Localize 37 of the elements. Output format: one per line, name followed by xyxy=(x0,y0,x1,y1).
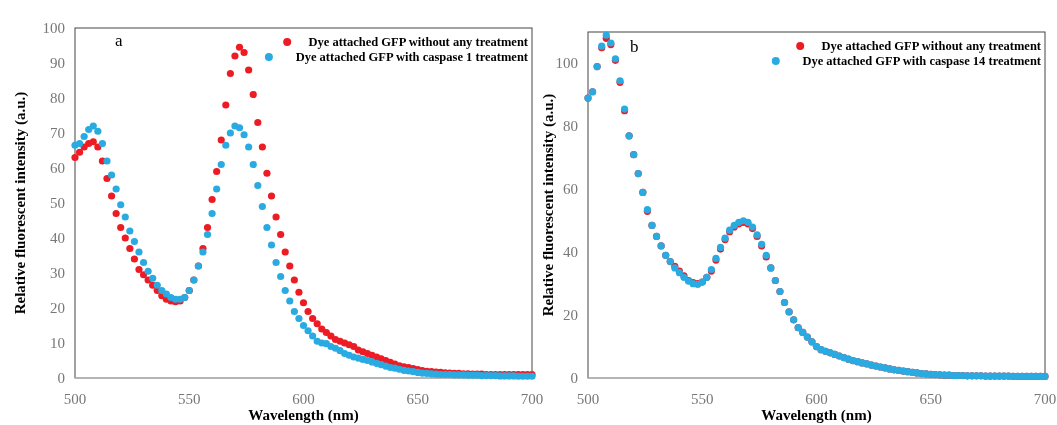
legend-label: Dye attached GFP without any treatment xyxy=(308,35,529,49)
x-axis-title: Wavelength (nm) xyxy=(761,407,872,424)
legend-label: Dye attached GFP with caspase 1 treatment xyxy=(295,50,529,64)
x-tick-label: 500 xyxy=(576,391,600,407)
y-tick-label: 90 xyxy=(50,55,65,71)
annotation: b xyxy=(630,37,639,56)
y-tick-label: 100 xyxy=(42,20,65,36)
y-tick-label: 60 xyxy=(50,160,65,176)
y-axis-title: Relative fluorescent intensity (a.u.) xyxy=(12,91,29,315)
legend-label: Dye attached GFP with caspase 14 treatment xyxy=(802,54,1042,68)
y-tick-label: 80 xyxy=(563,118,578,135)
x-tick-label: 700 xyxy=(1033,391,1057,407)
y-tick-label: 10 xyxy=(50,335,65,351)
x-tick-label: 600 xyxy=(292,391,315,407)
y-tick-label: 60 xyxy=(563,181,578,198)
x-tick-label: 700 xyxy=(520,391,544,407)
x-tick-label: 650 xyxy=(919,391,942,407)
y-tick-label: 100 xyxy=(555,55,578,72)
x-tick-label: 650 xyxy=(406,391,429,407)
y-tick-label: 40 xyxy=(563,244,578,261)
x-tick-label: 550 xyxy=(178,391,201,407)
annotation: a xyxy=(115,31,123,50)
x-axis-title: Wavelength (nm) xyxy=(248,407,359,424)
y-tick-label: 50 xyxy=(50,195,65,211)
x-tick-label: 500 xyxy=(63,391,87,407)
y-tick-label: 0 xyxy=(570,370,578,386)
legend-label: Dye attached GFP without any treatment xyxy=(821,39,1042,53)
y-tick-label: 30 xyxy=(50,265,65,281)
y-axis-title: Relative fluorescent intensity (a.u.) xyxy=(540,93,557,317)
x-tick-label: 600 xyxy=(805,391,828,407)
y-tick-label: 80 xyxy=(50,90,65,106)
y-tick-label: 0 xyxy=(57,370,65,386)
y-tick-label: 70 xyxy=(50,125,65,141)
y-tick-label: 40 xyxy=(50,230,65,246)
y-tick-label: 20 xyxy=(563,307,578,324)
y-tick-label: 20 xyxy=(50,300,65,316)
x-tick-label: 550 xyxy=(691,391,714,407)
